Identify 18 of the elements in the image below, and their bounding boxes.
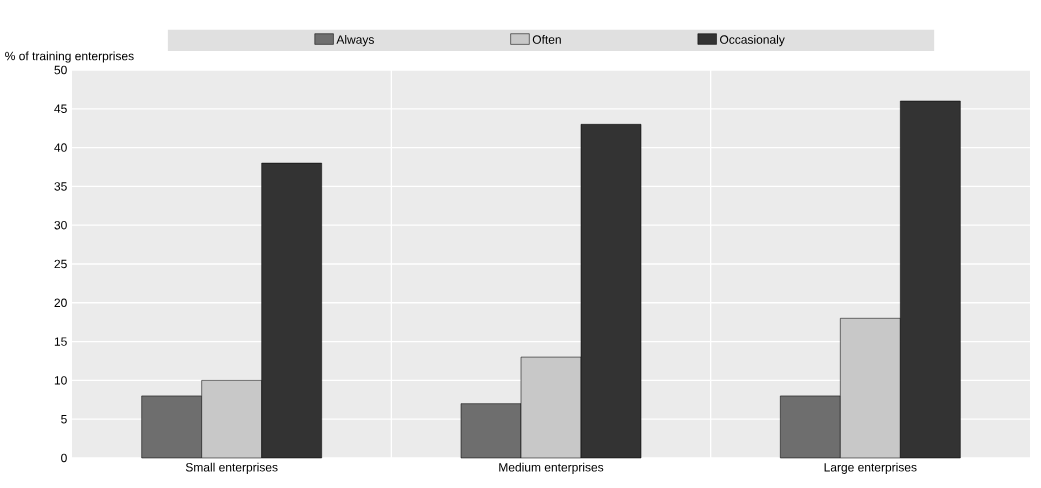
y-tick-label: 25 [54, 259, 67, 269]
y-tick-label: 15 [54, 337, 67, 346]
y-tick-label: 35 [54, 182, 67, 191]
y-tick-label: 20 [54, 298, 67, 308]
y-tick-label: 30 [54, 220, 67, 230]
x-tick-label: Medium enterprises [499, 462, 604, 474]
y-axis-title: % of training enterprises [5, 51, 134, 63]
legend-label: Occasionaly [720, 35, 785, 47]
x-tick-label: Small enterprises [185, 462, 278, 474]
y-tick-label: 10 [54, 376, 67, 385]
legend-label: Always [336, 35, 374, 47]
y-tick-label: 40 [54, 143, 67, 152]
y-tick-label: 45 [54, 104, 67, 113]
y-tick-label: 50 [54, 65, 67, 75]
y-tick-label: 5 [61, 415, 67, 424]
x-tick-label: Large enterprises [824, 462, 917, 474]
y-tick-label: 0 [61, 453, 67, 463]
legend-label: Often [532, 35, 561, 44]
